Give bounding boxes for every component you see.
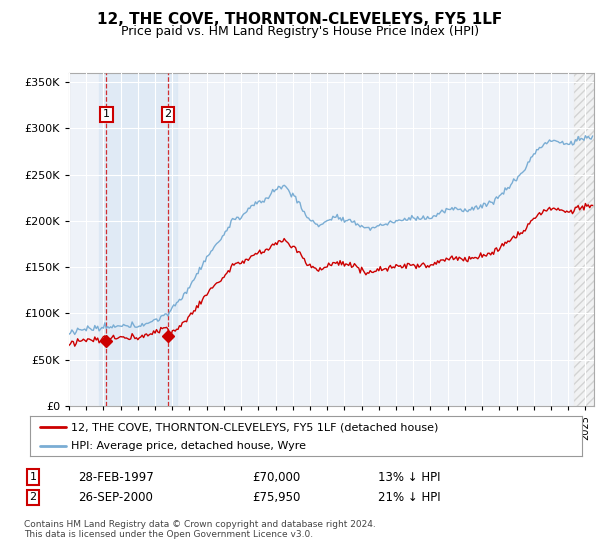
Text: 13% ↓ HPI: 13% ↓ HPI [378, 470, 440, 484]
Text: Contains HM Land Registry data © Crown copyright and database right 2024.
This d: Contains HM Land Registry data © Crown c… [24, 520, 376, 539]
Bar [574, 73, 594, 406]
Text: Price paid vs. HM Land Registry's House Price Index (HPI): Price paid vs. HM Land Registry's House … [121, 25, 479, 38]
Text: 12, THE COVE, THORNTON-CLEVELEYS, FY5 1LF: 12, THE COVE, THORNTON-CLEVELEYS, FY5 1L… [97, 12, 503, 27]
Text: 2: 2 [164, 109, 172, 119]
Text: 12, THE COVE, THORNTON-CLEVELEYS, FY5 1LF (detached house): 12, THE COVE, THORNTON-CLEVELEYS, FY5 1L… [71, 422, 439, 432]
Text: 1: 1 [103, 109, 110, 119]
Text: 1: 1 [29, 472, 37, 482]
Bar [99, 73, 176, 406]
Text: 28-FEB-1997: 28-FEB-1997 [78, 470, 154, 484]
Text: HPI: Average price, detached house, Wyre: HPI: Average price, detached house, Wyre [71, 441, 307, 451]
Bar [574, 73, 594, 406]
Text: £70,000: £70,000 [252, 470, 300, 484]
Text: 21% ↓ HPI: 21% ↓ HPI [378, 491, 440, 504]
Text: £75,950: £75,950 [252, 491, 301, 504]
Text: 2: 2 [29, 492, 37, 502]
Text: 26-SEP-2000: 26-SEP-2000 [78, 491, 153, 504]
